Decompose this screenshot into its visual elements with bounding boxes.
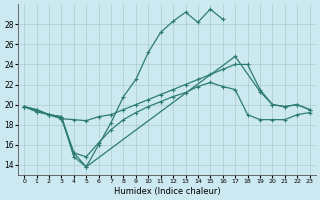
X-axis label: Humidex (Indice chaleur): Humidex (Indice chaleur)	[114, 187, 220, 196]
